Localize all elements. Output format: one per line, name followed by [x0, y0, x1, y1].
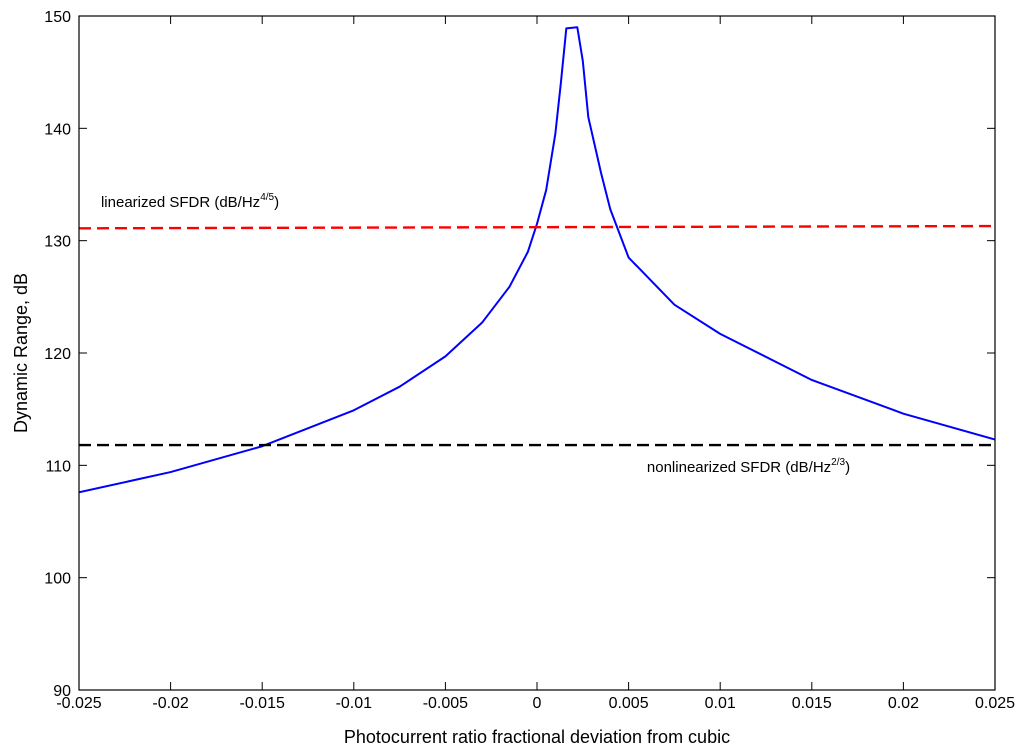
annotation-0: linearized SFDR (dB/Hz4/5)	[101, 192, 279, 211]
x-tick-label: -0.02	[152, 695, 189, 712]
x-tick-label: -0.01	[336, 695, 373, 712]
x-tick-label: -0.015	[240, 695, 285, 712]
x-tick-label: 0.015	[792, 695, 832, 712]
x-tick-label: 0	[533, 695, 542, 712]
x-tick-label: 0.01	[705, 695, 736, 712]
x-tick-label: 0.025	[975, 695, 1015, 712]
y-axis-label: Dynamic Range, dB	[11, 273, 31, 433]
y-tick-label: 90	[53, 683, 71, 700]
y-tick-label: 140	[44, 121, 71, 138]
y-tick-label: 130	[44, 234, 71, 251]
annotation-1: nonlinearized SFDR (dB/Hz2/3)	[647, 457, 850, 476]
y-tick-label: 100	[44, 571, 71, 588]
x-tick-label: -0.005	[423, 695, 468, 712]
y-tick-label: 120	[44, 346, 71, 363]
x-axis-label: Photocurrent ratio fractional deviation …	[344, 727, 730, 747]
series-line-0	[79, 26, 995, 494]
plot-frame	[78, 15, 996, 691]
y-tick-label: 110	[45, 458, 71, 475]
y-tick-label: 150	[44, 9, 71, 26]
x-tick-label: 0.02	[888, 695, 919, 712]
x-tick-label: 0.005	[609, 695, 649, 712]
x-tick-label: -0.025	[56, 695, 101, 712]
series-line-1	[79, 224, 995, 230]
